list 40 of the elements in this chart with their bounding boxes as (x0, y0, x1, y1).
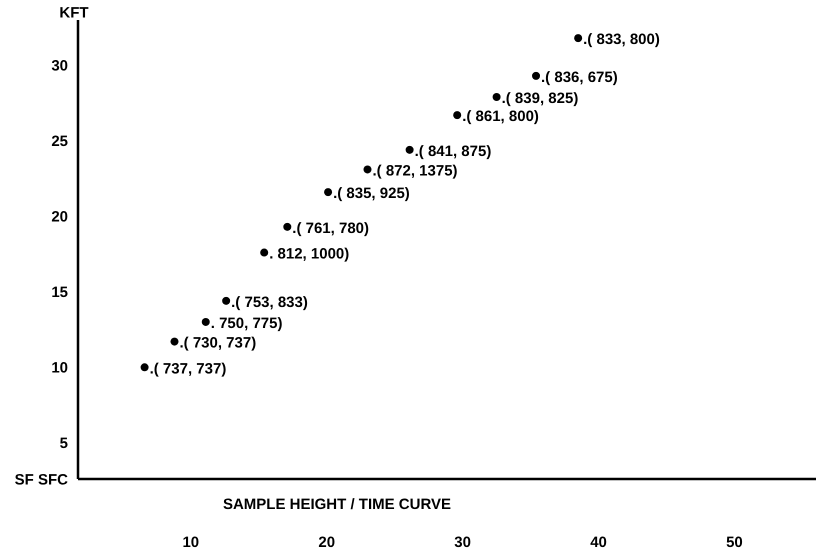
point (222, 296, 230, 305)
y-tick-label: SF SFC (14, 471, 68, 488)
point (324, 188, 332, 196)
x-axis-title: SAMPLE HEIGHT / TIME CURVE (222, 496, 452, 513)
y-tick-label: 30 (51, 58, 68, 75)
y-tick-label: 25 (51, 133, 68, 150)
annotation: .( 753, 833) (231, 294, 308, 311)
point (363, 165, 372, 174)
annotation: .( 836, 675) (541, 68, 618, 86)
point (140, 363, 149, 372)
annotation: .( 761, 780) (292, 220, 370, 237)
x-tick-label: 40 (590, 534, 607, 551)
point (532, 72, 540, 80)
point (492, 93, 501, 102)
y-axis-title: KFT (59, 4, 89, 22)
annotation: .( 835, 925) (333, 185, 410, 202)
y-tick-label: 5 (60, 435, 68, 452)
x-tick-label: 10 (182, 534, 200, 551)
annotation: . 812, 1000) (269, 246, 350, 263)
y-tick-label: 10 (51, 360, 68, 377)
x-tick-label: 30 (454, 534, 471, 551)
annotation: .( 872, 1375) (372, 162, 458, 180)
point (574, 34, 582, 42)
annotation: .( 737, 737) (150, 360, 226, 378)
annotation: . 750, 775) (210, 314, 282, 332)
annotation: .( 839, 825) (502, 90, 578, 108)
point (170, 338, 178, 346)
x-tick-label: 20 (318, 534, 336, 551)
point (406, 146, 414, 154)
annotation: .( 730, 737) (179, 334, 256, 352)
point (453, 111, 462, 120)
y-tick-label: 20 (51, 208, 68, 226)
y-tick-label: 15 (51, 284, 68, 302)
annotation: .( 833, 800) (583, 31, 660, 48)
x-tick-label: 50 (726, 534, 743, 551)
point (202, 318, 210, 326)
point (260, 248, 268, 257)
annotation: .( 841, 875) (414, 142, 492, 160)
point (283, 222, 292, 231)
annotation: .( 861, 800) (462, 108, 539, 126)
